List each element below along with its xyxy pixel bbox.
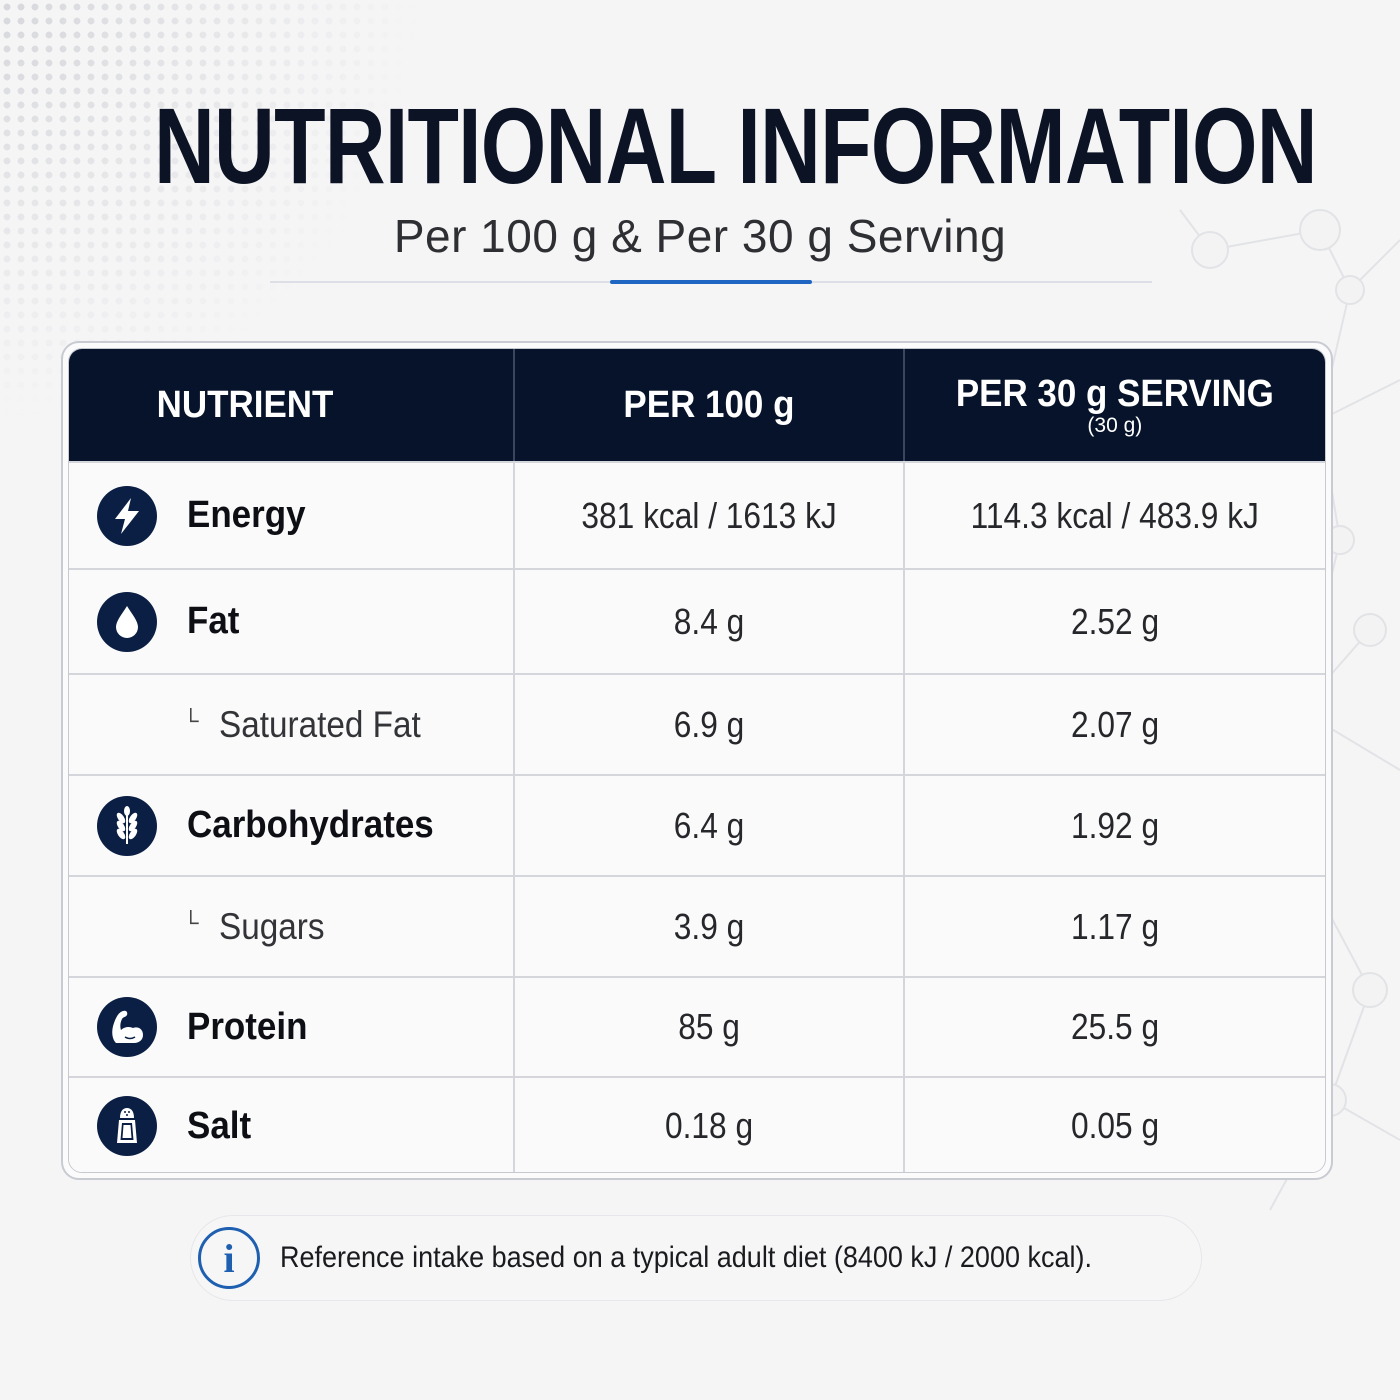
column-header-label: PER 30 g SERVING — [955, 373, 1274, 415]
info-icon: i — [198, 1227, 260, 1289]
per-100g-value: 85 g — [678, 1006, 740, 1047]
table-header: NUTRIENT PER 100 g PER 30 g SERVING (30 … — [69, 349, 1325, 461]
per-serving-cell: 1.17 g — [905, 877, 1325, 976]
per-100g-cell: 381 kcal / 1613 kJ — [515, 463, 905, 568]
note-text: Reference intake based on a typical adul… — [280, 1241, 1092, 1274]
droplet-icon — [97, 591, 157, 652]
per-100g-value: 0.18 g — [664, 1105, 754, 1146]
nutrient-cell: Protein — [69, 978, 516, 1076]
per-serving-cell: 25.5 g — [905, 978, 1325, 1076]
per-serving-cell: 2.07 g — [905, 675, 1325, 774]
column-header-nutrient: NUTRIENT — [69, 349, 516, 461]
per-serving-cell: 1.92 g — [905, 776, 1325, 875]
per-serving-cell: 0.05 g — [905, 1078, 1325, 1172]
table-row-energy: Energy 381 kcal / 1613 kJ 114.3 kcal / 4… — [69, 461, 1325, 568]
nutrient-cell: └ Saturated Fat — [69, 675, 516, 774]
per-100g-value: 381 kcal / 1613 kJ — [581, 494, 837, 536]
per-100g-value: 3.9 g — [673, 905, 745, 947]
nutrient-cell: └ Sugars — [69, 877, 516, 976]
salt-shaker-icon — [97, 1096, 157, 1156]
lightning-bolt-icon — [97, 485, 157, 546]
per-100g-cell: 85 g — [515, 978, 905, 1076]
per-100g-value: 6.4 g — [673, 804, 745, 846]
reference-intake-note: i Reference intake based on a typical ad… — [190, 1215, 1202, 1301]
nutrient-name: Sugars — [218, 905, 325, 947]
column-header-label: NUTRIENT — [156, 384, 334, 426]
column-header-per-serving: PER 30 g SERVING (30 g) — [905, 349, 1325, 461]
table-row-sugars: └ Sugars 3.9 g 1.17 g — [69, 875, 1325, 976]
per-serving-value: 1.92 g — [1070, 804, 1159, 846]
per-100g-value: 6.9 g — [673, 703, 745, 745]
per-100g-cell: 0.18 g — [515, 1078, 905, 1172]
nutrient-name: Fat — [187, 600, 240, 642]
per-serving-cell: 2.52 g — [905, 570, 1325, 673]
nutrient-cell: Fat — [69, 570, 516, 673]
nutrient-name: Salt — [187, 1104, 252, 1147]
nutrient-name: Carbohydrates — [187, 804, 434, 846]
wheat-icon — [97, 795, 157, 856]
per-100g-value: 8.4 g — [673, 600, 745, 642]
per-serving-cell: 114.3 kcal / 483.9 kJ — [905, 463, 1325, 568]
sub-item-marker: └ — [183, 707, 199, 733]
sub-item-marker: └ — [183, 909, 199, 935]
page-subtitle: Per 100 g & Per 30 g Serving — [393, 210, 1007, 262]
per-serving-value: 0.05 g — [1070, 1105, 1159, 1146]
nutrient-cell: Carbohydrates — [69, 776, 516, 875]
page-title: NUTRITIONAL INFORMATION — [154, 85, 1318, 206]
nutrition-table: NUTRIENT PER 100 g PER 30 g SERVING (30 … — [68, 348, 1326, 1173]
per-serving-value: 25.5 g — [1070, 1006, 1159, 1047]
nutrient-name: Saturated Fat — [218, 703, 421, 745]
nutrient-name: Energy — [187, 494, 306, 536]
table-row-protein: Protein 85 g 25.5 g — [69, 976, 1325, 1076]
nutrient-name: Protein — [187, 1005, 308, 1048]
table-row-carbohydrates: Carbohydrates 6.4 g 1.92 g — [69, 774, 1325, 875]
table-row-salt: Salt 0.18 g 0.05 g — [69, 1076, 1325, 1172]
per-100g-cell: 6.9 g — [515, 675, 905, 774]
column-header-sublabel: (30 g) — [1087, 414, 1143, 437]
flexed-arm-icon — [97, 997, 157, 1057]
per-100g-cell: 8.4 g — [515, 570, 905, 673]
per-serving-value: 114.3 kcal / 483.9 kJ — [970, 494, 1259, 536]
title-divider-accent — [610, 280, 812, 284]
column-header-per-100g: PER 100 g — [515, 349, 905, 461]
per-serving-value: 1.17 g — [1070, 905, 1159, 947]
per-100g-cell: 3.9 g — [515, 877, 905, 976]
nutrient-cell: Salt — [69, 1078, 516, 1172]
table-row-fat: Fat 8.4 g 2.52 g — [69, 568, 1325, 673]
per-serving-value: 2.52 g — [1070, 600, 1159, 642]
nutrient-cell: Energy — [69, 463, 516, 568]
column-header-label: PER 100 g — [623, 384, 795, 426]
table-row-saturated-fat: └ Saturated Fat 6.9 g 2.07 g — [69, 673, 1325, 774]
header: NUTRITIONAL INFORMATION Per 100 g & Per … — [0, 92, 1400, 264]
per-serving-value: 2.07 g — [1070, 703, 1159, 745]
per-100g-cell: 6.4 g — [515, 776, 905, 875]
